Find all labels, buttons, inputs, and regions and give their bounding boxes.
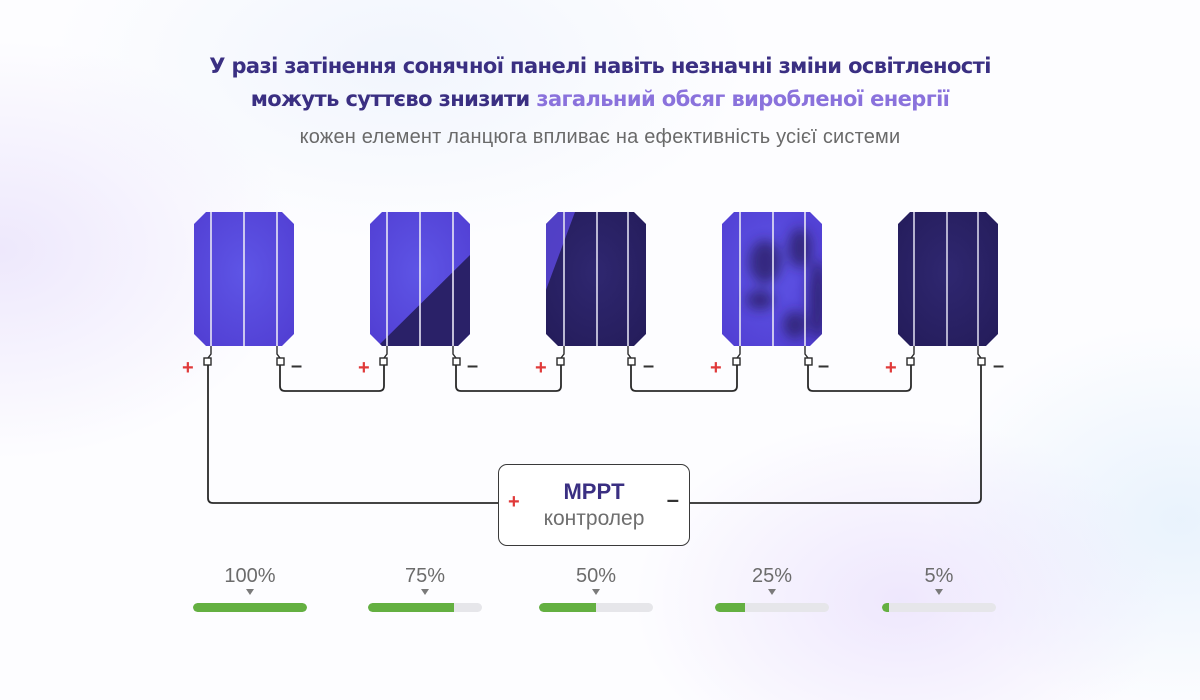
subtitle: кожен елемент ланцюга впливає на ефектив… xyxy=(299,126,901,148)
minus-sign-icon: – xyxy=(467,355,479,377)
caret-down-icon xyxy=(592,589,600,595)
output-percent: 25% xyxy=(751,565,793,587)
output-meter-2: 75% xyxy=(368,566,482,612)
headline-line-2-prefix: можуть суттєво знизити xyxy=(250,87,537,111)
solar-panel-1 xyxy=(194,212,294,346)
terminal-connectors xyxy=(203,346,986,366)
progress-track xyxy=(539,603,653,612)
output-meter-5: 5% xyxy=(882,566,996,612)
plus-sign-icon: + xyxy=(885,357,897,379)
series-wires xyxy=(207,365,982,504)
progress-fill xyxy=(539,603,596,612)
busbar-lines-icon xyxy=(210,212,278,346)
caret-down-icon xyxy=(768,589,776,595)
busbar-lines-icon xyxy=(386,212,454,346)
minus-sign-icon: – xyxy=(993,355,1005,377)
headline-line-2: можуть суттєво знизити загальний обсяг в… xyxy=(0,83,1200,116)
minus-sign-icon: – xyxy=(818,355,830,377)
output-meter-3: 50% xyxy=(539,566,653,612)
busbar-lines-icon xyxy=(563,212,629,346)
headline: У разі затінення сонячної панелі навіть … xyxy=(0,50,1200,116)
progress-track xyxy=(193,603,307,612)
plus-sign-icon: + xyxy=(535,357,547,379)
plus-sign-icon: + xyxy=(508,491,520,513)
output-percent: 100% xyxy=(224,565,276,587)
progress-fill xyxy=(368,603,454,612)
busbar-lines-icon xyxy=(739,212,806,346)
caret-down-icon xyxy=(421,589,429,595)
controller-subtitle: контролер xyxy=(543,507,645,530)
caret-down-icon xyxy=(246,589,254,595)
progress-fill xyxy=(882,603,889,612)
solar-panel-5 xyxy=(898,212,998,346)
plus-sign-icon: + xyxy=(358,357,370,379)
progress-track xyxy=(368,603,482,612)
progress-track xyxy=(882,603,996,612)
controller-title: MPPT xyxy=(563,479,625,504)
plus-sign-icon: + xyxy=(710,357,722,379)
progress-fill xyxy=(193,603,307,612)
output-percent: 75% xyxy=(404,565,446,587)
progress-fill xyxy=(715,603,745,612)
output-percent: 5% xyxy=(924,565,954,587)
caret-down-icon xyxy=(935,589,943,595)
solar-panel-2 xyxy=(370,212,470,346)
solar-panel-3 xyxy=(546,212,646,346)
minus-sign-icon: – xyxy=(291,355,303,377)
headline-line-1: У разі затінення сонячної панелі навіть … xyxy=(209,54,991,78)
progress-track xyxy=(715,603,829,612)
output-percent: 50% xyxy=(575,565,617,587)
plus-sign-icon: + xyxy=(182,357,194,379)
output-meter-4: 25% xyxy=(715,566,829,612)
busbar-lines-icon xyxy=(913,212,979,346)
output-meter-1: 100% xyxy=(193,566,307,612)
mppt-controller: + MPPT контролер – xyxy=(498,464,690,546)
minus-sign-icon: – xyxy=(666,487,679,512)
minus-sign-icon: – xyxy=(643,355,655,377)
solar-panel-4 xyxy=(722,212,822,346)
headline-accent: загальний обсяг виробленої енергії xyxy=(536,87,950,111)
